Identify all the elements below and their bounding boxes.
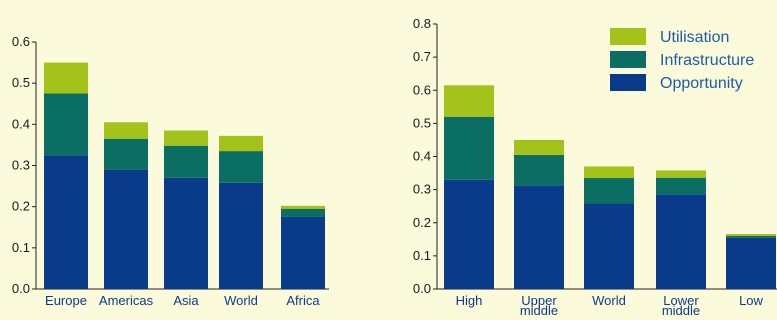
x-category-label: High [456, 293, 483, 308]
y-tick-label: 0.4 [12, 116, 30, 131]
chart-left-regions: 0.0 0.1 0.2 0.3 0.4 0.5 0.6 Europe Americas Asia W… [12, 34, 329, 308]
bar-utilisation-asia [164, 130, 208, 146]
y-tick-label: 0.0 [12, 281, 30, 296]
x-category-label: Africa [286, 293, 320, 308]
legend-swatch-opportunity [610, 74, 646, 91]
legend-label-utilisation: Utilisation [660, 29, 729, 46]
y-tick-label: 0.3 [12, 158, 30, 173]
y-tick-label: 0.6 [12, 34, 30, 49]
x-category-label: Americas [99, 293, 154, 308]
bar-utilisation-upper-middle [514, 139, 564, 155]
bar-infrastructure-low [726, 236, 776, 238]
x-category-label: Upper [521, 293, 557, 308]
bar-utilisation-lower-middle [656, 170, 706, 178]
bar-opportunity-americas [104, 169, 148, 289]
legend-label-infrastructure: Infrastructure [660, 52, 754, 69]
bar-opportunity-upper-middle [514, 185, 564, 289]
bar-opportunity-africa [281, 216, 325, 289]
bar-opportunity-world [584, 203, 634, 289]
y-tick-label: 0.0 [413, 281, 431, 296]
y-tick-label: 0.5 [12, 75, 30, 90]
bar-opportunity-low [726, 237, 776, 289]
bar-infrastructure-lower-middle [656, 177, 706, 195]
legend-swatch-utilisation [610, 28, 646, 45]
bar-opportunity-world [219, 182, 263, 289]
legend: Utilisation Infrastructure Opportunity [610, 28, 754, 92]
y-tick-label: 0.8 [413, 16, 431, 31]
x-category-label: Low [739, 293, 763, 308]
bar-infrastructure-upper-middle [514, 154, 564, 186]
x-category-label: World [592, 293, 626, 308]
bar-utilisation-world [584, 166, 634, 179]
x-category-label: middle [662, 303, 700, 318]
bar-utilisation-europe [44, 62, 88, 94]
bar-infrastructure-world [584, 178, 634, 204]
y-tick-label: 0.2 [413, 215, 431, 230]
y-tick-label: 0.3 [413, 182, 431, 197]
legend-swatch-infrastructure [610, 51, 646, 68]
bar-utilisation-low [726, 234, 776, 236]
y-tick-label: 0.5 [413, 115, 431, 130]
bar-infrastructure-africa [281, 208, 325, 217]
bar-infrastructure-americas [104, 138, 148, 170]
x-category-label: Lower [663, 293, 699, 308]
y-tick-label: 0.7 [413, 49, 431, 64]
bar-infrastructure-europe [44, 93, 88, 156]
x-category-label: Asia [173, 293, 199, 308]
bar-infrastructure-high [444, 116, 494, 180]
bar-opportunity-lower-middle [656, 194, 706, 289]
y-tick-label: 0.4 [413, 149, 431, 164]
bar-utilisation-high [444, 85, 494, 117]
y-tick-label: 0.2 [12, 199, 30, 214]
x-category-label: Europe [45, 293, 87, 308]
y-tick-label: 0.1 [12, 240, 30, 255]
bar-opportunity-europe [44, 155, 88, 289]
x-category-label: World [224, 293, 258, 308]
bar-utilisation-world [219, 135, 263, 152]
bar-infrastructure-world [219, 151, 263, 183]
y-tick-label: 0.6 [413, 82, 431, 97]
x-category-label: middle [520, 303, 558, 318]
bar-utilisation-americas [104, 122, 148, 139]
bar-opportunity-asia [164, 177, 208, 289]
bar-infrastructure-asia [164, 145, 208, 178]
legend-label-opportunity: Opportunity [660, 75, 743, 92]
y-tick-label: 0.1 [413, 248, 431, 263]
bar-utilisation-africa [281, 205, 325, 209]
bar-opportunity-high [444, 179, 494, 289]
